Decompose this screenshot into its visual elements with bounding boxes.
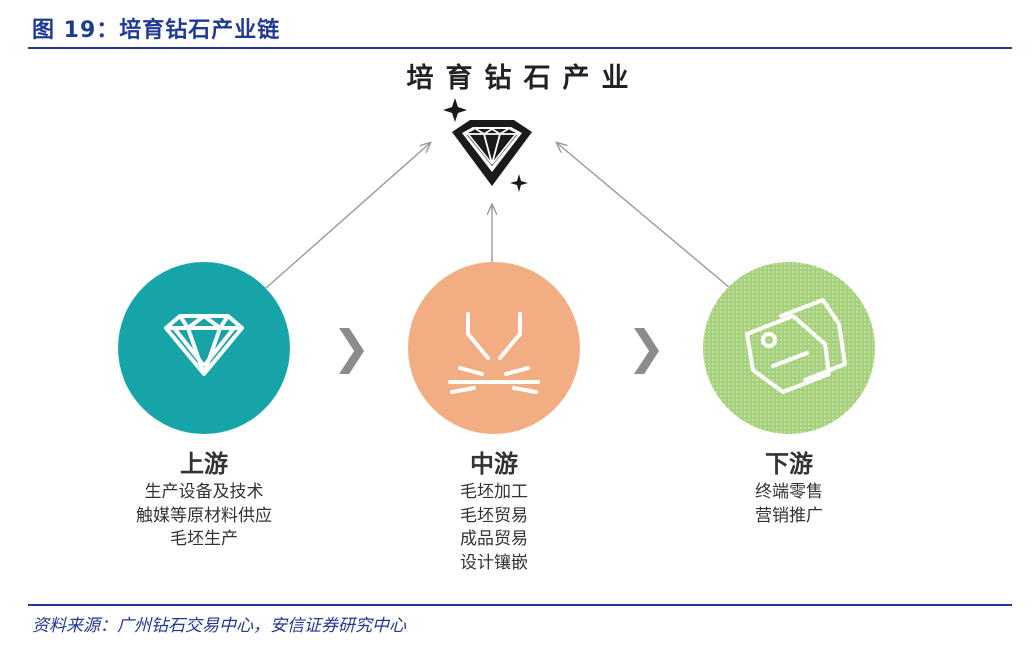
list-item: 终端零售 xyxy=(755,482,823,502)
diamond-icon xyxy=(164,314,244,376)
list-item: 营销推广 xyxy=(755,505,823,526)
stage-label-downstream: 下游 xyxy=(765,450,813,478)
downstream-items: 终端零售 营销推广 xyxy=(669,481,909,528)
midstream-items: 毛坯加工 毛坯贸易 成品贸易 设计镶嵌 xyxy=(374,481,614,575)
main-title: 培育钻石产业 xyxy=(406,63,641,94)
list-item: 生产设备及技术 xyxy=(144,482,264,502)
downstream-circle xyxy=(703,262,875,434)
top-rule xyxy=(28,47,1012,49)
bottom-rule xyxy=(28,604,1012,606)
processing-icon xyxy=(448,312,540,394)
upstream-items: 生产设备及技术 触媒等原材料供应 毛坯生产 xyxy=(84,481,324,552)
list-item: 成品贸易 xyxy=(460,529,528,549)
chevron-right-icon: ❯ xyxy=(332,320,371,374)
list-item: 设计镶嵌 xyxy=(460,552,528,573)
source-note: 资料来源：广州钻石交易中心，安信证券研究中心 xyxy=(32,616,406,636)
stage-label-midstream: 中游 xyxy=(470,450,518,478)
price-tag-icon xyxy=(745,298,847,394)
list-item: 触媒等原材料供应 xyxy=(136,505,272,526)
midstream-circle xyxy=(408,262,580,434)
flow-arrows xyxy=(265,143,731,289)
list-item: 毛坯贸易 xyxy=(460,505,528,526)
list-item: 毛坯加工 xyxy=(460,482,528,502)
stage-label-upstream: 上游 xyxy=(180,450,228,478)
upstream-circle xyxy=(118,262,290,434)
top-diamond-icon xyxy=(443,98,532,192)
chevron-right-icon: ❯ xyxy=(627,320,666,374)
list-item: 毛坯生产 xyxy=(170,529,238,549)
figure-title: 图 19：培育钻石产业链 xyxy=(32,18,281,43)
